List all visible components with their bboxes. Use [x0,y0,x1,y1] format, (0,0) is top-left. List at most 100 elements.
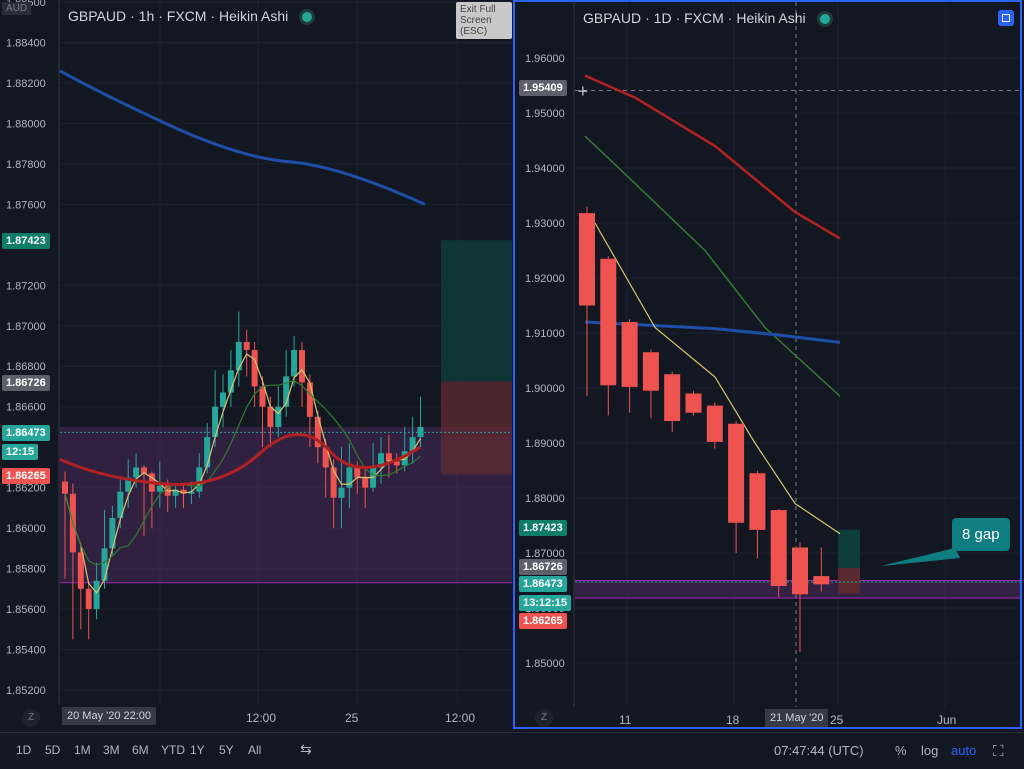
countdown-tag: 13:12:15 [519,595,572,611]
range-5d[interactable]: 5D [45,743,61,757]
y-tick-label: 1.88000 [525,493,565,505]
candle-body [259,386,266,407]
countdown-tag: 12:15 [2,444,39,460]
tp-price-tag: 1.87423 [2,233,50,249]
candle-body [62,481,68,494]
candle-body [267,406,274,427]
left-chart-canvas[interactable]: 1.886001.884001.882001.880001.878001.876… [0,0,512,732]
candle-body [664,374,681,421]
y-tick-label: 1.86800 [6,361,46,373]
tp-price-tag: 1.87423 [519,520,567,536]
y-tick-label: 1.88400 [6,37,46,49]
candle-body [306,382,313,417]
stop-price-tag: 1.86265 [2,468,50,484]
x-tick-label: 11 [619,713,632,727]
range-1m[interactable]: 1M [74,743,91,757]
candle-body [77,552,84,589]
candle-body [770,510,787,586]
y-tick-label: 1.85200 [6,685,46,697]
y-tick-label: 1.87600 [6,199,46,211]
last-price-tag: 1.86473 [519,576,567,592]
candle-body [220,392,226,407]
range-6m[interactable]: 6M [132,743,149,757]
candle-body [109,518,116,549]
range-5y[interactable]: 5Y [219,743,234,757]
candle-body [141,467,147,474]
range-1y[interactable]: 1Y [190,743,205,757]
range-3m[interactable]: 3M [103,743,120,757]
candle-body [338,487,345,498]
percent-toggle[interactable]: % [895,743,907,758]
zoom-reset-button[interactable]: Z [22,709,40,727]
right-chart-canvas[interactable]: 1.96000 1.95000 1.94000 1.93000 1.92000 1.910… [515,2,1022,729]
zoom-reset-button[interactable]: Z [535,709,553,727]
auto-toggle[interactable]: auto [951,743,977,758]
chart-pane-right[interactable]: 1.96000 1.95000 1.94000 1.93000 1.92000 1.910… [513,0,1022,729]
candle-body [642,352,659,391]
y-tick-label: 1.95000 [525,108,565,120]
candle-body [409,437,416,452]
interval-label: 1D [653,10,672,26]
gap-callout[interactable]: 8 gap [952,518,1010,551]
candle-body [685,393,702,413]
y-tick-label: 1.87000 [525,548,565,560]
y-tick-label: 1.85400 [6,645,46,657]
clock-time[interactable]: 07:47:44 (UTC) [774,743,864,758]
y-tick-label: 1.86600 [6,402,46,414]
candle-body [117,491,124,518]
candle-body [291,350,298,377]
style-label: Heikin Ashi [219,8,289,24]
candle-body [299,350,305,383]
y-tick-label: 1.94000 [525,163,565,175]
candle-body [401,451,408,466]
x-tick-label: 12:00 [445,711,475,725]
callout-pointer [881,548,960,566]
stop-price-tag: 1.86265 [519,613,567,629]
candle-body [600,258,617,386]
ema-blue-line [584,320,841,344]
chart-pane-left[interactable]: 1.886001.884001.882001.880001.878001.876… [0,0,512,732]
cursor-price-tag: 1.95409 [519,80,567,96]
exit-fullscreen-tooltip[interactable]: Exit Full Screen (ESC) [456,2,512,39]
ema-yellow-line [594,222,841,535]
candle-body [728,423,745,523]
maximize-icon[interactable] [998,10,1014,26]
ema-red-line [584,74,841,240]
crosshair-time-label: 21 May '20 [765,709,829,727]
y-tick-label: 1.87000 [6,321,46,333]
candle-body [204,437,211,468]
bottom-toolbar: 1D 5D 1M 3M 6M YTD 1Y 5Y All ⇆ 07:47:44 (UTC) % … [0,732,1024,769]
candle-body [330,467,337,498]
ema-green-line [64,379,421,566]
source-label: FXCM [684,10,724,26]
y-tick-label: 1.89000 [525,438,565,450]
fullscreen-icon[interactable]: ⛶ [993,743,1004,760]
candle-body [346,467,353,488]
y-tick-label: 1.86000 [6,523,46,535]
candle-body [227,370,234,393]
range-ytd[interactable]: YTD [161,743,185,757]
range-all[interactable]: All [248,743,262,757]
support-zone [60,426,512,583]
symbol-header[interactable]: GBPAUD · 1h · FXCM · Heikin Ashi [68,8,316,24]
candle-body [235,341,242,371]
candle-body [706,405,723,442]
y-tick-label: 1.87800 [6,159,46,171]
symbol-header[interactable]: GBPAUD · 1D · FXCM · Heikin Ashi [583,10,834,26]
candle-body [283,376,290,407]
candle-body [101,548,108,581]
x-tick-label: 18 [726,713,740,727]
candle-body [172,489,179,496]
crosshair-plus-icon: + [577,84,589,100]
candle-body [125,477,132,492]
take-profit-zone [838,529,860,569]
candle-body [251,350,258,387]
range-1d[interactable]: 1D [16,743,32,757]
ema-yellow-line [64,353,422,594]
x-tick-label: Jun [937,713,956,727]
y-tick-label: 1.88200 [6,78,46,90]
log-toggle[interactable]: log [921,743,939,758]
candle-body [792,547,808,595]
calendar-goto-icon[interactable]: ⇆ [300,741,312,757]
entry-price-tag: 1.86726 [519,559,567,575]
